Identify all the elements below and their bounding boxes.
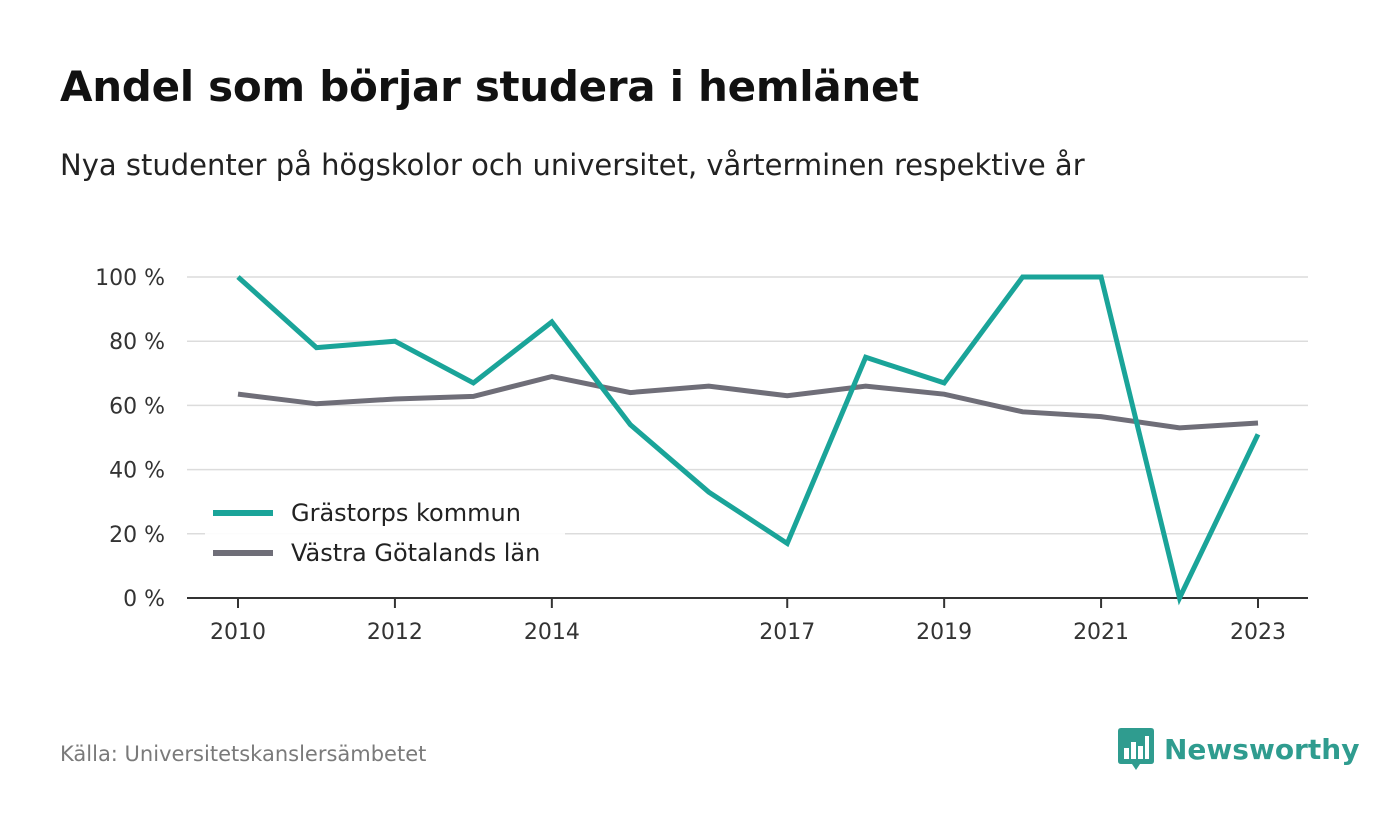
y-tick-label: 60 % — [109, 394, 165, 419]
series-line — [236, 274, 1261, 606]
brand-logo[interactable]: Newsworthy — [1118, 728, 1359, 770]
legend-label: Grästorps kommun — [291, 499, 521, 527]
y-tick-label: 0 % — [123, 587, 165, 612]
y-tick-label: 40 % — [109, 459, 165, 484]
chart-subtitle: Nya studenter på högskolor och universit… — [60, 148, 1085, 182]
x-tick-label: 2019 — [916, 620, 972, 645]
x-tick-label: 2014 — [524, 620, 580, 645]
x-tick-label: 2023 — [1230, 620, 1286, 645]
y-tick-label: 100 % — [95, 266, 165, 291]
bar-chart-speech-bubble-icon — [1118, 728, 1154, 770]
x-tick-label: 2012 — [367, 620, 423, 645]
legend-background — [205, 495, 565, 577]
series-line — [237, 373, 1259, 431]
legend-label: Västra Götalands län — [291, 539, 540, 567]
x-tick-label: 2021 — [1073, 620, 1129, 645]
y-tick-label: 80 % — [109, 330, 165, 355]
chart-title: Andel som börjar studera i hemlänet — [60, 62, 919, 111]
y-tick-label: 20 % — [109, 523, 165, 548]
brand-name: Newsworthy — [1164, 732, 1360, 766]
x-tick-label: 2017 — [759, 620, 815, 645]
source-note: Källa: Universitetskanslersämbetet — [60, 742, 427, 766]
x-tick-label: 2010 — [210, 620, 266, 645]
